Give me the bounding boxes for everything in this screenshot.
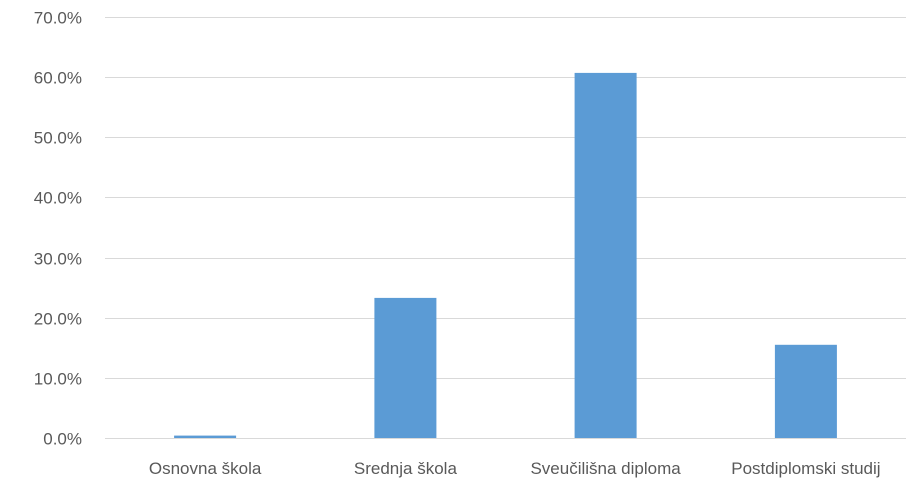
y-tick-label: 10.0% xyxy=(34,370,82,389)
y-tick-label: 0.0% xyxy=(43,430,82,449)
y-tick-label: 30.0% xyxy=(34,250,82,269)
y-tick-label: 50.0% xyxy=(34,129,82,148)
x-axis-tick-labels: Osnovna škola Srednja škola Sveučilišna di… xyxy=(149,459,881,478)
x-tick-label: Sveučilišna diploma xyxy=(530,459,681,478)
y-tick-label: 40.0% xyxy=(34,189,82,208)
bars xyxy=(174,72,837,439)
x-tick-label: Osnovna škola xyxy=(149,459,262,478)
y-tick-label: 20.0% xyxy=(34,310,82,329)
y-tick-label: 60.0% xyxy=(34,69,82,88)
bar xyxy=(174,435,237,438)
y-axis-tick-labels: 0.0% 10.0% 20.0% 30.0% 40.0% 50.0% 60.0% 70.0% xyxy=(34,9,82,449)
bar xyxy=(574,72,637,439)
x-tick-label: Postdiplomski studij xyxy=(731,459,880,478)
bar xyxy=(774,344,837,438)
grid-lines xyxy=(105,17,906,439)
x-tick-label: Srednja škola xyxy=(354,459,458,478)
y-tick-label: 70.0% xyxy=(34,9,82,28)
bar xyxy=(374,297,437,438)
